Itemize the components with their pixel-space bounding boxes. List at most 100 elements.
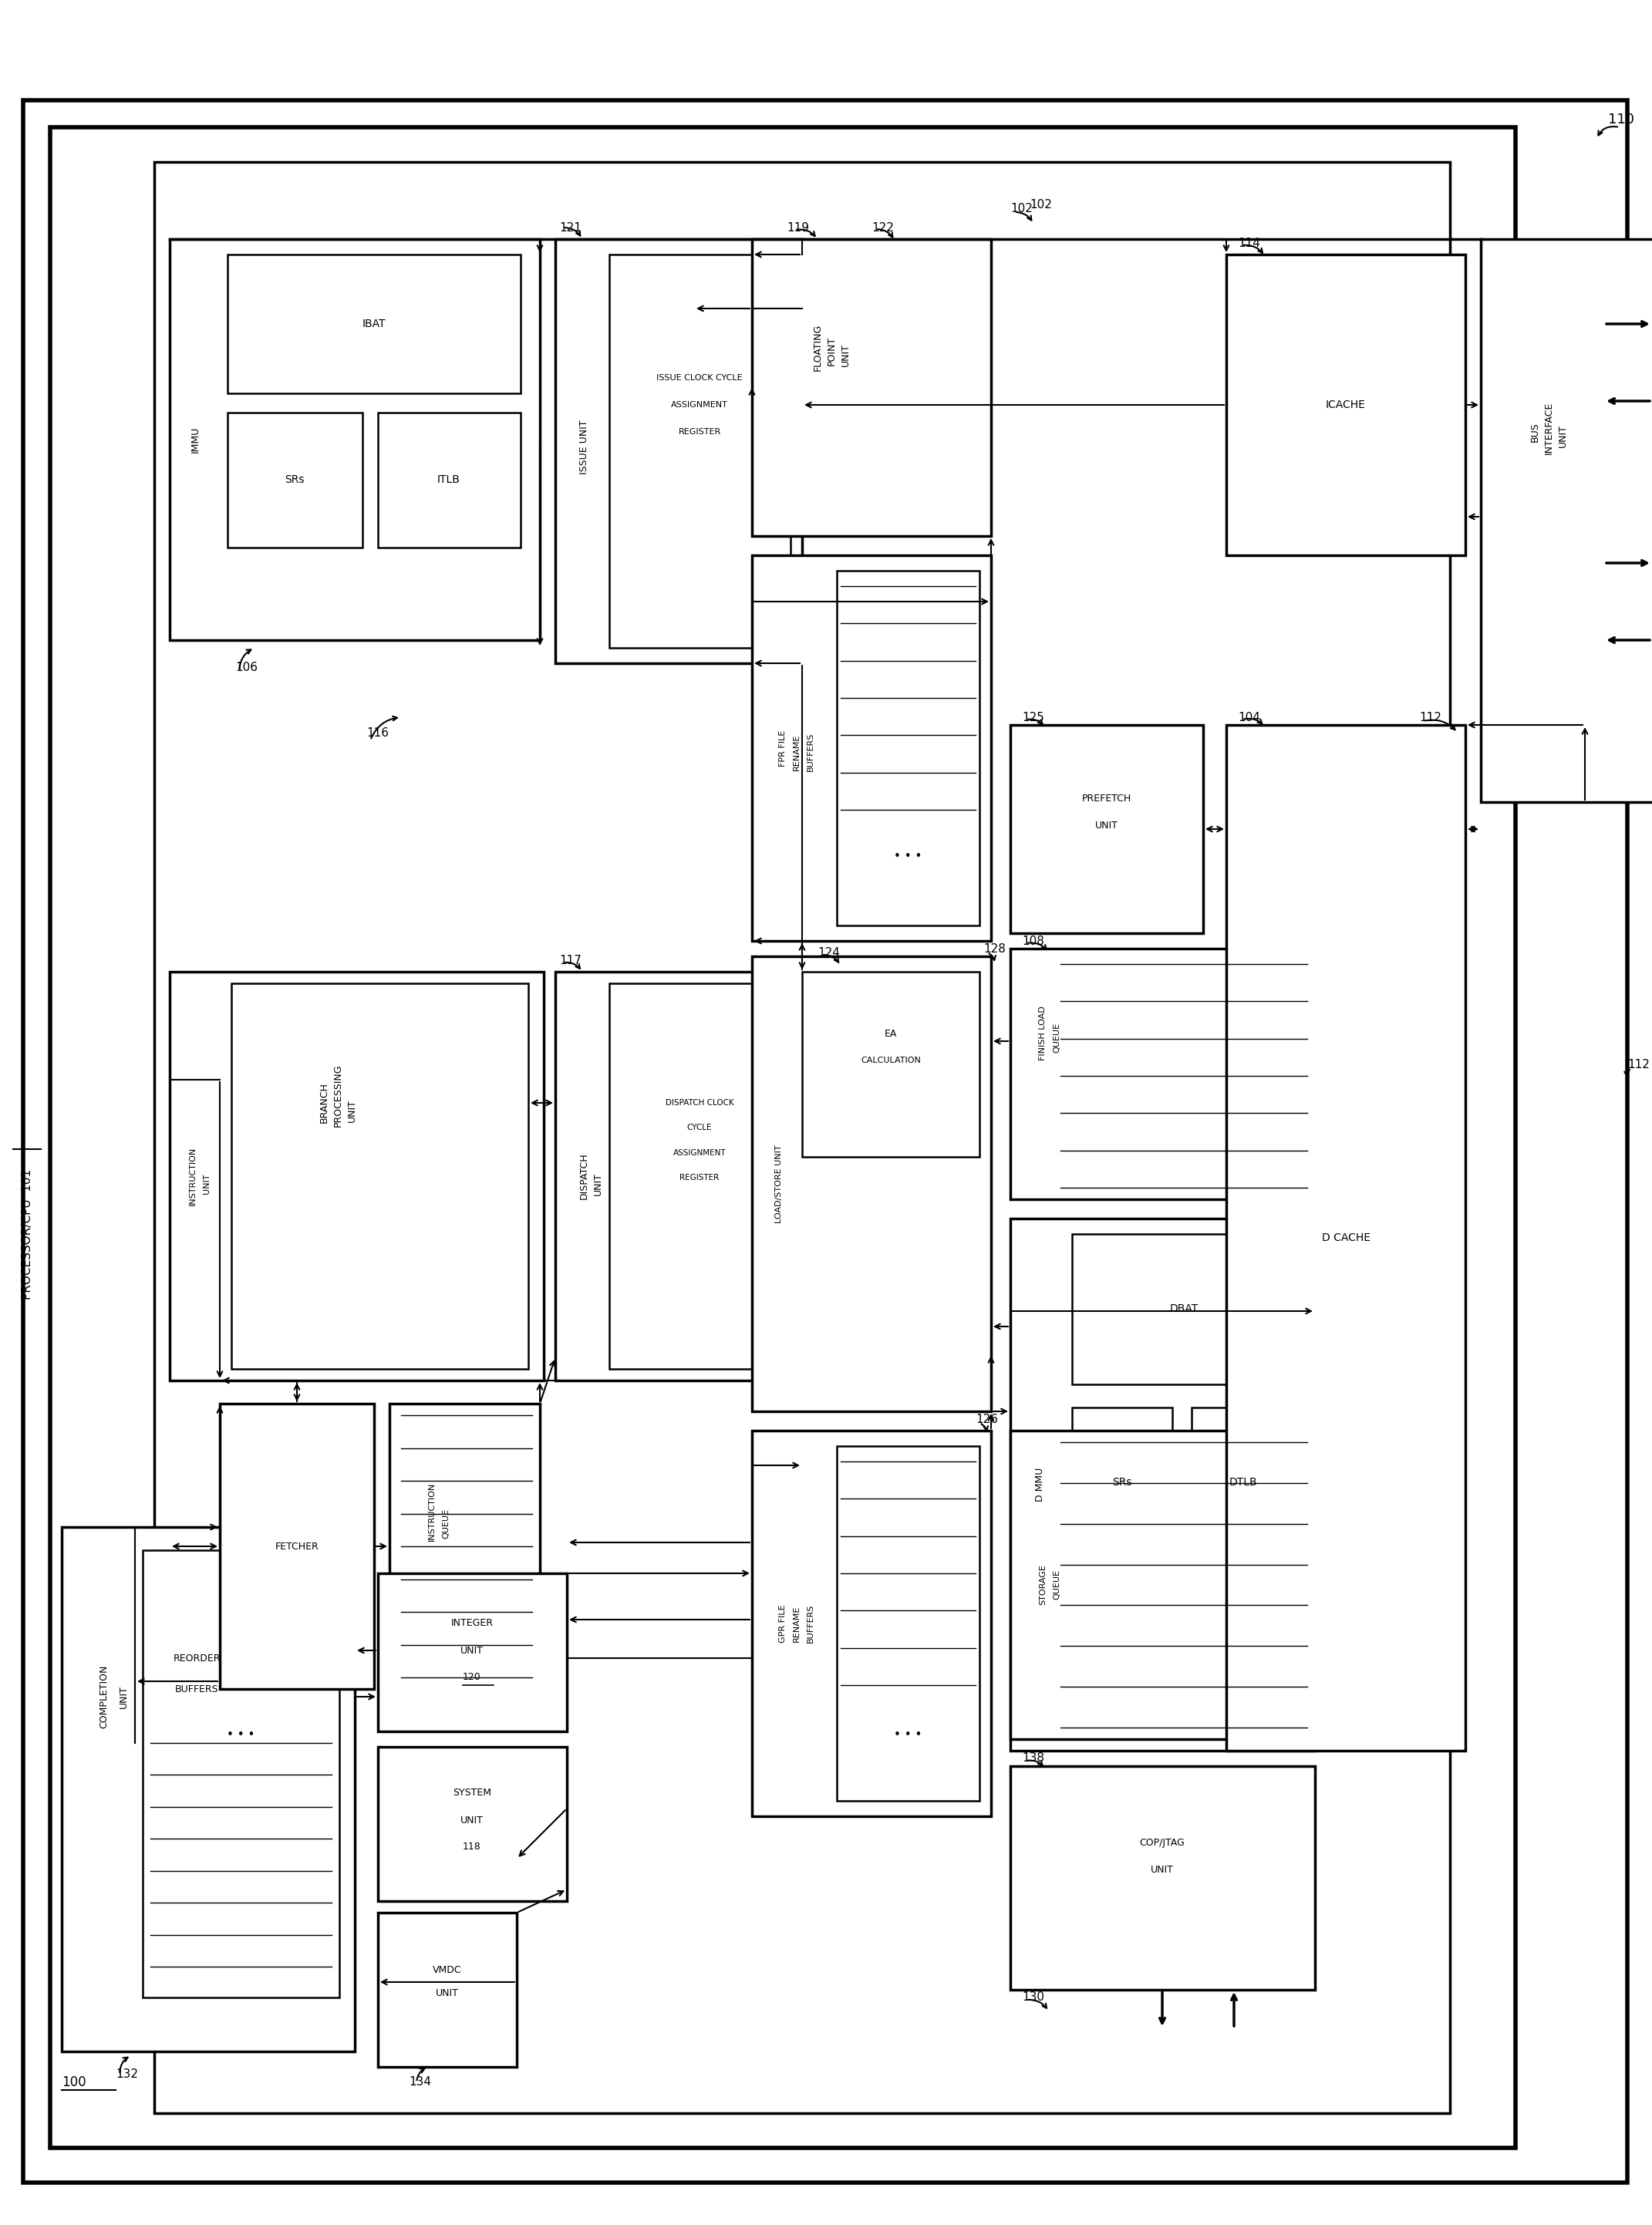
Text: UNIT: UNIT (841, 343, 851, 367)
Text: IBAT: IBAT (362, 318, 387, 329)
Text: 134: 134 (408, 2076, 431, 2087)
Text: SRs: SRs (284, 474, 304, 485)
Bar (610, 254, 791, 647)
Bar (1011, 948, 1315, 1199)
Text: UNIT: UNIT (1558, 425, 1568, 447)
Bar (154, 162, 1450, 2114)
Bar (228, 254, 520, 394)
Bar (378, 412, 520, 547)
Text: ISSUE CLOCK CYCLE: ISSUE CLOCK CYCLE (656, 374, 742, 383)
Text: RENAME: RENAME (793, 1604, 801, 1642)
Bar (1226, 725, 1465, 1751)
Text: INTERFACE: INTERFACE (1543, 403, 1553, 454)
Text: UNIT: UNIT (1151, 1865, 1175, 1876)
Bar (803, 972, 980, 1157)
Text: UNIT: UNIT (436, 1989, 459, 1998)
Bar (1011, 1431, 1315, 1740)
Text: DISPATCH CLOCK: DISPATCH CLOCK (666, 1099, 733, 1106)
Text: COP/JTAG: COP/JTAG (1140, 1838, 1184, 1849)
Text: INTEGER: INTEGER (451, 1618, 494, 1629)
Bar (610, 983, 791, 1368)
Text: • • •: • • • (894, 1729, 922, 1740)
Bar (1011, 1767, 1315, 1989)
Bar (170, 972, 544, 1380)
Text: INSTRUCTION: INSTRUCTION (428, 1482, 436, 1542)
Bar (61, 1526, 355, 2051)
Bar (142, 1551, 339, 1998)
Bar (1011, 1219, 1315, 1751)
Text: ASSIGNMENT: ASSIGNMENT (671, 400, 729, 409)
Bar (1191, 1408, 1295, 1558)
Bar (838, 570, 980, 926)
Bar (170, 238, 540, 641)
Text: 108: 108 (1023, 935, 1044, 946)
Text: 112: 112 (1419, 712, 1441, 723)
Text: 114: 114 (1237, 238, 1260, 249)
Text: UNIT: UNIT (1095, 821, 1118, 830)
Text: QUEUE: QUEUE (1052, 1021, 1061, 1052)
Text: IMMU: IMMU (190, 427, 200, 454)
Text: LOAD/STORE UNIT: LOAD/STORE UNIT (775, 1144, 783, 1224)
Text: FPR FILE: FPR FILE (780, 730, 786, 765)
Text: 117: 117 (558, 955, 582, 966)
Bar (378, 1914, 517, 2067)
Bar (555, 972, 803, 1380)
Bar (220, 1404, 373, 1689)
Bar (390, 1404, 540, 1689)
Text: REORDER: REORDER (173, 1653, 220, 1662)
Text: 100: 100 (61, 2076, 86, 2089)
Bar (1011, 725, 1203, 932)
Text: ISSUE UNIT: ISSUE UNIT (578, 421, 588, 474)
Text: BRANCH: BRANCH (319, 1084, 329, 1124)
Bar (50, 127, 1515, 2147)
Text: FLOATING: FLOATING (813, 323, 823, 372)
Bar (1226, 254, 1465, 556)
Text: RENAME: RENAME (793, 734, 801, 770)
Text: STORAGE: STORAGE (1039, 1564, 1047, 1604)
Text: UNIT: UNIT (593, 1173, 603, 1195)
Text: 132: 132 (116, 2069, 139, 2080)
Text: FETCHER: FETCHER (274, 1542, 319, 1551)
Text: SYSTEM: SYSTEM (453, 1789, 491, 1798)
Text: SRs: SRs (1112, 1477, 1132, 1489)
Text: ASSIGNMENT: ASSIGNMENT (672, 1148, 725, 1157)
Text: 112: 112 (1627, 1059, 1650, 1070)
Text: 102: 102 (1011, 202, 1032, 214)
Text: DTLB: DTLB (1229, 1477, 1257, 1489)
Text: FINISH LOAD: FINISH LOAD (1039, 1006, 1047, 1061)
Text: 106: 106 (235, 661, 258, 672)
Text: 122: 122 (872, 222, 894, 234)
Text: BUFFERS: BUFFERS (806, 1604, 814, 1642)
Text: UNIT: UNIT (203, 1173, 210, 1195)
Bar (752, 1431, 991, 1816)
Text: 126: 126 (976, 1413, 998, 1424)
Text: 121: 121 (558, 222, 582, 234)
Text: REGISTER: REGISTER (679, 1175, 719, 1181)
Text: POINT: POINT (826, 336, 836, 365)
Text: 118: 118 (463, 1842, 481, 1851)
Text: • • •: • • • (226, 1729, 254, 1740)
Bar (752, 238, 991, 536)
Text: REGISTER: REGISTER (679, 427, 720, 436)
Bar (1072, 1408, 1173, 1558)
Text: 120: 120 (463, 1673, 481, 1682)
Text: PROCESSOR/CPU  101: PROCESSOR/CPU 101 (21, 1168, 33, 1299)
Text: 110: 110 (1607, 113, 1634, 127)
Text: • • •: • • • (894, 850, 922, 861)
Text: BUS: BUS (1530, 423, 1540, 443)
Text: D CACHE: D CACHE (1322, 1233, 1370, 1244)
Text: 104: 104 (1237, 712, 1260, 723)
Text: UNIT: UNIT (461, 1816, 484, 1824)
Text: COMPLETION: COMPLETION (99, 1664, 109, 1729)
Text: 138: 138 (1023, 1753, 1044, 1764)
Bar (1480, 238, 1652, 801)
Text: ITLB: ITLB (438, 474, 461, 485)
Text: UNIT: UNIT (461, 1647, 484, 1655)
Bar (838, 1446, 980, 1800)
Bar (378, 1573, 567, 1731)
Text: 128: 128 (983, 943, 1006, 955)
Text: BUFFERS: BUFFERS (175, 1684, 218, 1693)
Text: UNIT: UNIT (347, 1099, 357, 1121)
Bar (1072, 1235, 1295, 1384)
Text: GPR FILE: GPR FILE (780, 1604, 786, 1642)
